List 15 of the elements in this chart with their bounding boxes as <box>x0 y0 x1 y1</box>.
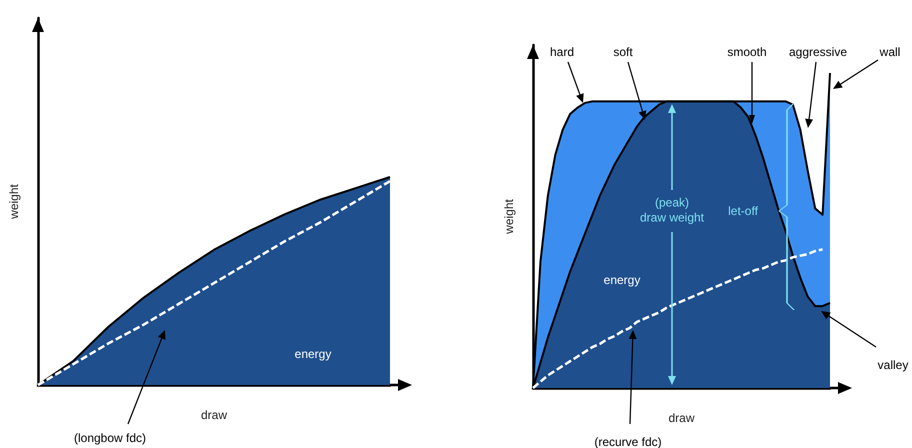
text: soft <box>613 45 634 59</box>
x-axis-title: draw <box>200 408 228 422</box>
text: valley <box>878 358 908 372</box>
annotation: energy <box>294 347 332 361</box>
annotation: energy <box>604 273 640 287</box>
text: aggressive <box>788 45 848 59</box>
text: smooth <box>727 45 767 59</box>
y-axis-title: weight <box>502 198 516 235</box>
x-axis-title: draw <box>668 411 695 425</box>
text: (longbow fdc) <box>74 431 146 445</box>
annotation: (peak) draw weight <box>640 196 705 224</box>
y-axis-title: weight <box>7 183 21 220</box>
annotation: let-off <box>728 204 759 218</box>
text: hard <box>550 45 574 59</box>
text: wall <box>878 45 900 59</box>
